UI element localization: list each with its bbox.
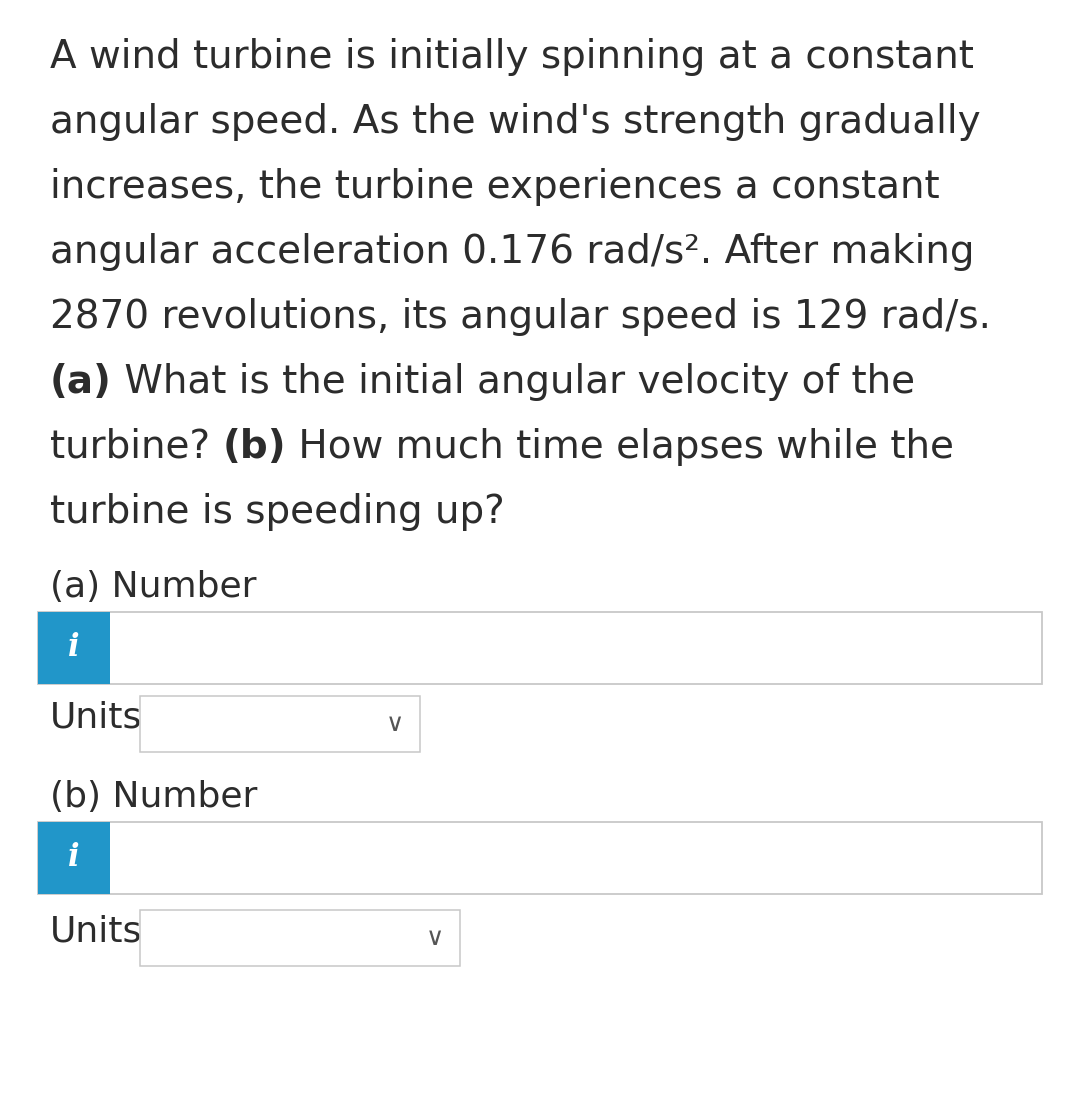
Text: angular speed. As the wind's strength gradually: angular speed. As the wind's strength gr… xyxy=(50,104,981,141)
Text: (a) Number: (a) Number xyxy=(50,570,257,604)
Text: (a): (a) xyxy=(50,363,112,401)
Text: (b): (b) xyxy=(222,429,286,466)
FancyBboxPatch shape xyxy=(140,910,460,966)
FancyBboxPatch shape xyxy=(140,696,420,752)
Text: i: i xyxy=(68,843,80,874)
FancyBboxPatch shape xyxy=(38,823,1042,894)
Text: i: i xyxy=(68,632,80,663)
FancyBboxPatch shape xyxy=(38,823,110,894)
Text: Units: Units xyxy=(50,700,143,733)
Text: (b) Number: (b) Number xyxy=(50,780,257,814)
Text: turbine is speeding up?: turbine is speeding up? xyxy=(50,493,504,531)
Text: turbine?: turbine? xyxy=(50,429,222,466)
Text: ∨: ∨ xyxy=(386,712,404,736)
Text: angular acceleration 0.176 rad/s². After making: angular acceleration 0.176 rad/s². After… xyxy=(50,233,974,270)
Text: A wind turbine is initially spinning at a constant: A wind turbine is initially spinning at … xyxy=(50,38,974,76)
Text: ∨: ∨ xyxy=(426,926,444,951)
FancyBboxPatch shape xyxy=(38,612,110,684)
Text: 2870 revolutions, its angular speed is 129 rad/s.: 2870 revolutions, its angular speed is 1… xyxy=(50,298,991,336)
Text: What is the initial angular velocity of the: What is the initial angular velocity of … xyxy=(112,363,915,401)
Text: How much time elapses while the: How much time elapses while the xyxy=(286,429,954,466)
FancyBboxPatch shape xyxy=(38,612,1042,684)
Text: Units: Units xyxy=(50,914,143,948)
Text: increases, the turbine experiences a constant: increases, the turbine experiences a con… xyxy=(50,168,940,206)
